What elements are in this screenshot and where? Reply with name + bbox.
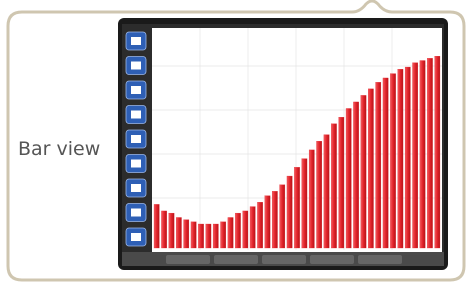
toolbar [126,32,146,246]
bar [287,176,292,248]
tab[interactable] [214,255,258,264]
bar [331,124,336,248]
tool-icon [131,233,141,241]
tool-icon [131,160,141,168]
bar [243,211,248,248]
bar [412,63,417,248]
bar [235,213,240,248]
bar [257,202,262,248]
figure: Bar view [0,0,472,289]
bar [361,95,366,248]
bar [250,207,255,248]
bar [220,222,225,248]
bar [390,74,395,248]
bar [405,67,410,248]
bar [383,78,388,248]
bar [213,224,218,248]
bar [398,69,403,248]
bar [176,217,181,248]
tab[interactable] [310,255,354,264]
bar [316,141,321,248]
bar [309,150,314,248]
tool-icon [131,135,141,143]
bar [280,185,285,248]
bar [184,220,189,248]
bar [161,211,166,248]
bar [435,56,440,248]
bar [353,102,358,248]
bar [324,135,329,248]
bar [198,224,203,248]
bar [169,213,174,248]
tool-icon [131,209,141,217]
bar [206,224,211,248]
bar [154,204,159,248]
tool-icon [131,184,141,192]
bar [427,58,432,248]
tool-icon [131,86,141,94]
tab[interactable] [358,255,402,264]
bar [294,167,299,248]
bar [191,222,196,248]
bar [339,117,344,248]
tool-icon [131,62,141,70]
tab[interactable] [262,255,306,264]
bar [346,108,351,248]
bar [302,159,307,248]
tab[interactable] [166,255,210,264]
tool-icon [131,111,141,119]
tabs [166,255,402,264]
bar [265,196,270,248]
bar [376,82,381,248]
bar [272,191,277,248]
caption: Bar view [18,138,100,160]
tool-icon [131,37,141,45]
bar [228,217,233,248]
bar [368,89,373,248]
bar [420,61,425,248]
